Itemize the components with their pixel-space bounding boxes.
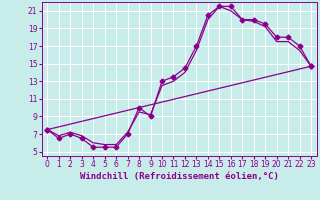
X-axis label: Windchill (Refroidissement éolien,°C): Windchill (Refroidissement éolien,°C): [80, 172, 279, 181]
